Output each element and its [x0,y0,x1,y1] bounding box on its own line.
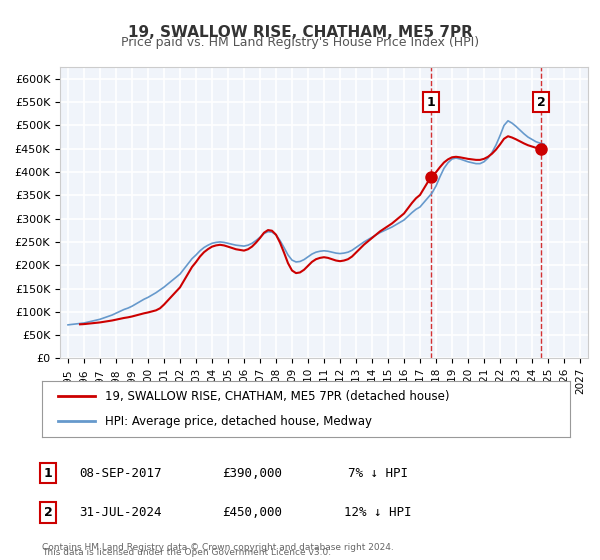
Text: 2: 2 [537,96,545,109]
Text: This data is licensed under the Open Government Licence v3.0.: This data is licensed under the Open Gov… [42,548,331,557]
Text: 08-SEP-2017: 08-SEP-2017 [79,466,161,480]
Text: £450,000: £450,000 [222,506,282,519]
Text: 1: 1 [44,466,52,480]
Text: 19, SWALLOW RISE, CHATHAM, ME5 7PR (detached house): 19, SWALLOW RISE, CHATHAM, ME5 7PR (deta… [106,390,450,403]
Text: 7% ↓ HPI: 7% ↓ HPI [348,466,408,480]
Text: Contains HM Land Registry data © Crown copyright and database right 2024.: Contains HM Land Registry data © Crown c… [42,543,394,552]
Text: 31-JUL-2024: 31-JUL-2024 [79,506,161,519]
Text: HPI: Average price, detached house, Medway: HPI: Average price, detached house, Medw… [106,414,373,428]
Text: Price paid vs. HM Land Registry's House Price Index (HPI): Price paid vs. HM Land Registry's House … [121,36,479,49]
Text: 1: 1 [427,96,436,109]
Text: 19, SWALLOW RISE, CHATHAM, ME5 7PR: 19, SWALLOW RISE, CHATHAM, ME5 7PR [128,25,472,40]
Text: £390,000: £390,000 [222,466,282,480]
Text: 2: 2 [44,506,52,519]
Text: 12% ↓ HPI: 12% ↓ HPI [344,506,412,519]
